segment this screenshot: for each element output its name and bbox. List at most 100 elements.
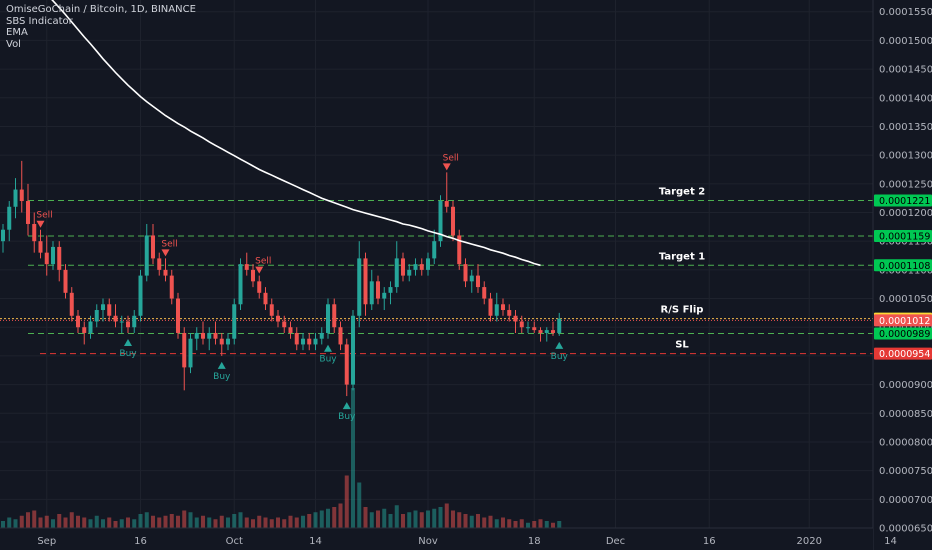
volume-bar <box>463 514 468 528</box>
sell-label: Sell <box>161 239 177 249</box>
candle-body <box>138 275 143 316</box>
buy-label: Buy <box>338 412 356 422</box>
volume-bar <box>294 517 299 528</box>
buy-arrow <box>124 338 132 346</box>
level-label: SL <box>675 340 689 351</box>
volume-bar <box>113 521 118 528</box>
candle-body <box>188 338 193 368</box>
candle-body <box>294 332 299 345</box>
volume-bar <box>557 521 562 528</box>
volume-bar <box>476 514 480 528</box>
level-price-tag-bg <box>874 327 932 340</box>
candle-body <box>244 264 249 270</box>
price-axis[interactable]: 0.0001550 0.0001500 0.0001450 0.0001400 0.00… <box>872 0 932 550</box>
buy-label: Buy <box>319 355 337 365</box>
volume-bar <box>313 512 318 528</box>
symbol-title[interactable]: OmiseGoChain / Bitcoin, 1D, BINANCE <box>6 4 196 15</box>
time-axis-bg <box>0 528 873 550</box>
candle-body <box>163 269 168 276</box>
sell-label: Sell <box>255 257 271 267</box>
candle-body <box>126 321 130 328</box>
volume-bar <box>232 514 237 528</box>
price-axis-bg <box>873 0 932 550</box>
buy-label: Buy <box>119 349 137 359</box>
candle-body <box>44 252 49 265</box>
level-price-tag: 0.0001221 <box>879 196 930 207</box>
volume-bar <box>219 515 224 528</box>
indicator-vol[interactable]: Vol <box>6 38 21 50</box>
candle-body <box>488 298 493 316</box>
candle-body <box>207 332 212 339</box>
level-price-tag-bg <box>874 259 932 272</box>
volume-bar <box>276 517 280 528</box>
candle-body <box>263 292 268 305</box>
volume-bar <box>488 515 493 528</box>
volume-bar <box>519 519 524 528</box>
current-price-tag: 0.0001012 <box>879 316 930 327</box>
volume-bar <box>201 515 205 528</box>
volume-bar <box>438 507 443 528</box>
volume-bar <box>419 512 424 528</box>
candle-body <box>413 264 418 270</box>
candle-body <box>501 304 505 311</box>
volume-bar <box>532 521 537 528</box>
volume-bar <box>363 507 368 528</box>
candle-body <box>57 246 62 270</box>
candle-body <box>388 287 393 293</box>
candle-body <box>494 304 499 316</box>
volume-bar <box>494 519 499 528</box>
volume-bar <box>401 514 405 528</box>
volume-bar <box>451 510 455 528</box>
price-tick-label: 0.0001150 <box>879 237 932 248</box>
candle-body <box>107 304 112 316</box>
volume-bar <box>376 510 380 528</box>
candle-body <box>432 241 437 259</box>
time-tick-label: 16 <box>703 536 716 547</box>
indicator-ema[interactable]: EMA <box>6 27 28 38</box>
volume-bar <box>207 517 212 528</box>
sell-arrow <box>442 163 451 171</box>
volume-bar <box>163 515 168 528</box>
candle-body <box>282 321 287 328</box>
sell-label: Sell <box>36 211 52 221</box>
level-label: Target 2 <box>659 186 705 197</box>
candle-body <box>232 304 237 339</box>
volume-bar <box>369 512 374 528</box>
buy-arrow <box>555 341 564 349</box>
volume-bar <box>82 517 87 528</box>
candle-body <box>132 315 137 328</box>
volume-bar <box>426 510 430 528</box>
level-price-tag-bg <box>874 230 932 243</box>
candle-body <box>407 269 412 276</box>
level-price-tag: 0.0001108 <box>879 261 930 272</box>
price-tick-label: 0.0001450 <box>879 65 932 76</box>
volume-bar <box>126 517 130 528</box>
price-tick-label: 0.0001200 <box>879 208 932 219</box>
candle-body <box>276 315 280 322</box>
volume-bar <box>7 517 12 528</box>
indicator-sbs[interactable]: SBS Indicator <box>6 15 73 27</box>
candle-body <box>219 338 224 345</box>
volume-bar <box>469 515 474 528</box>
volume-bar <box>57 514 62 528</box>
candle-body <box>557 318 562 333</box>
volume-bar <box>407 512 412 528</box>
candlesticks <box>1 160 562 397</box>
volume-bar <box>194 517 199 528</box>
candle-body <box>288 327 293 333</box>
buy-label: Buy <box>213 372 231 382</box>
time-tick-label: 16 <box>134 536 147 547</box>
volume-bar <box>482 517 487 528</box>
candle-body <box>251 269 255 282</box>
time-axis[interactable]: Sep16Oct14Nov18Dec16202014Feb <box>0 527 932 550</box>
time-tick-label: Oct <box>226 536 243 547</box>
candle-body <box>1 229 5 242</box>
chart-legend: OmiseGoChain / Bitcoin, 1D, BINANCE SBS … <box>6 4 196 50</box>
buy-arrow <box>324 344 332 352</box>
volume-bar <box>138 514 143 528</box>
price-tick-label: 0.0001350 <box>879 122 932 133</box>
candle-body <box>482 287 487 299</box>
ema-line <box>51 0 541 267</box>
candle-body <box>94 310 99 322</box>
